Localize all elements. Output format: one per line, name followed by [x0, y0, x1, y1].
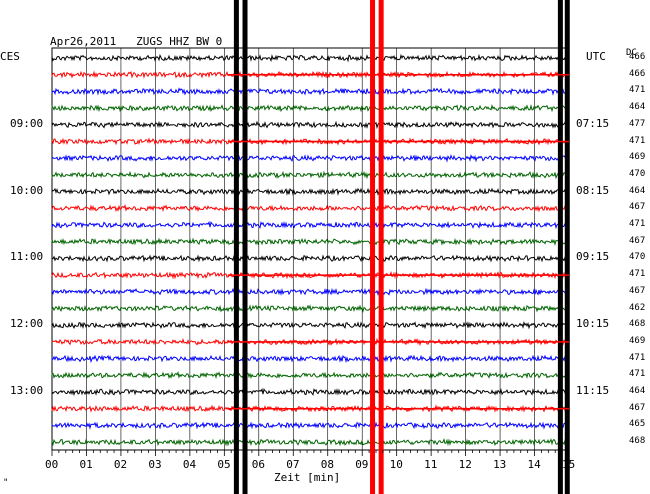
x-tick-label: 03: [148, 458, 162, 471]
right-time-label: 11:15: [576, 384, 610, 397]
seismic-trace: [51, 438, 570, 447]
x-tick-label: 13: [493, 458, 507, 471]
right-time-label: 10:15: [576, 317, 610, 331]
x-tick-label: 05: [217, 458, 231, 471]
dc-offset-label: 471: [629, 269, 646, 280]
chart-title: Apr26,2011 ZUGS HHZ BW 0: [50, 35, 223, 48]
dc-offset-label: 462: [629, 302, 646, 313]
dc-offset-label: 464: [629, 386, 646, 396]
dc-offset-label: 471: [629, 135, 646, 146]
dc-offset-label: 477: [629, 118, 646, 129]
x-tick-label: 01: [79, 458, 93, 471]
left-time-label: 09:00: [10, 116, 44, 130]
seismic-trace: [51, 271, 570, 280]
x-tick-label: 06: [251, 458, 266, 471]
right-time-label: 09:15: [576, 250, 610, 264]
dc-offset-label: 466: [629, 52, 646, 62]
dc-offset-label: 469: [629, 152, 646, 163]
seismic-trace: [51, 53, 570, 63]
seismic-trace: [51, 354, 570, 364]
x-tick-label: 07: [286, 458, 300, 471]
seismic-trace: [51, 153, 570, 163]
x-tick-label: 02: [113, 458, 128, 471]
right-time-label: 08:15: [576, 183, 610, 197]
dc-offset-label: 471: [629, 85, 646, 96]
seismic-trace: [51, 103, 570, 113]
seismic-trace: [51, 287, 570, 297]
x-tick-label: 08: [320, 458, 334, 471]
event-bands: [227, 0, 570, 494]
corner-mark: ": [3, 478, 9, 488]
seismic-trace: [51, 204, 570, 213]
seismic-trace: [51, 87, 570, 96]
x-tick-label: 10: [389, 458, 403, 471]
seismic-trace: [51, 220, 570, 230]
x-tick-label: 15: [562, 458, 576, 471]
dc-offset-label: 467: [629, 235, 646, 246]
seismic-trace: [51, 187, 570, 197]
dc-offset-label: 467: [629, 285, 646, 296]
left-time-label: 11:00: [10, 250, 44, 264]
x-axis-label: Zeit [min]: [274, 471, 341, 484]
left-time-label: 10:00: [10, 183, 44, 197]
right-time-label: 07:15: [576, 116, 610, 130]
dc-offset-label: 471: [629, 369, 646, 380]
dc-offset-label: 468: [629, 436, 646, 447]
dc-offset-label: 467: [629, 402, 646, 413]
dc-offset-label: 471: [629, 352, 646, 363]
seismic-trace: [51, 320, 570, 330]
seismic-trace: [51, 254, 570, 263]
left-axis-unit: CES: [0, 50, 20, 63]
dc-offset-label: 465: [629, 419, 646, 430]
x-tick-label: 04: [182, 458, 197, 471]
dc-offset-label: 470: [629, 252, 646, 263]
dc-offset-label: 471: [629, 219, 646, 229]
dc-offset-label: 467: [629, 202, 646, 213]
dc-offset-label: 468: [629, 319, 646, 330]
dc-offset-label: 464: [629, 102, 646, 113]
seismic-trace: [51, 421, 570, 430]
seismic-trace: [51, 304, 570, 313]
left-time-label: 13:00: [10, 384, 44, 397]
x-axis-ticks: [51, 450, 570, 456]
x-tick-label: 14: [527, 458, 541, 471]
dc-offset-label: 470: [629, 168, 646, 179]
seismic-traces: [51, 53, 570, 447]
seismic-trace: [51, 371, 570, 380]
dc-offset-label: 466: [629, 68, 646, 79]
right-axis-unit: UTC: [586, 50, 606, 63]
dc-offset-label: 464: [629, 185, 646, 196]
seismic-trace: [51, 387, 570, 397]
x-tick-label: 11: [424, 458, 438, 471]
seismic-trace: [51, 237, 570, 247]
x-tick-label: 00: [45, 458, 59, 471]
seismic-trace: [51, 170, 570, 180]
left-time-label: 12:00: [10, 317, 44, 331]
x-tick-label: 12: [458, 458, 472, 471]
x-tick-label: 09: [355, 458, 369, 471]
dc-column-label: DC: [626, 48, 637, 58]
dc-offset-label: 469: [629, 335, 646, 346]
seismic-trace: [51, 120, 570, 130]
